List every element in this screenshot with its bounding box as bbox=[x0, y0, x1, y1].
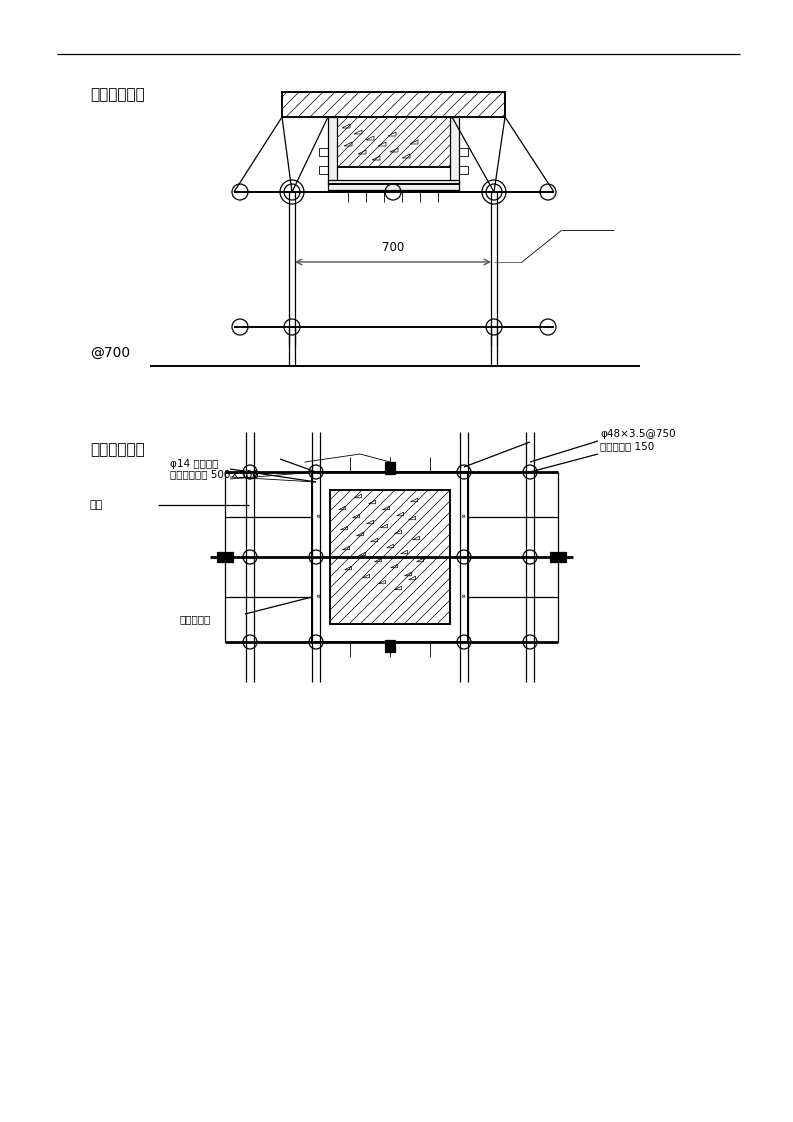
Bar bbox=[459, 166, 468, 174]
Text: 700: 700 bbox=[382, 241, 404, 254]
Bar bbox=[335, 117, 452, 167]
Bar bbox=[319, 166, 328, 174]
Bar bbox=[459, 148, 468, 156]
Text: «: « bbox=[315, 513, 320, 522]
Bar bbox=[328, 117, 337, 184]
Bar bbox=[282, 92, 505, 117]
Bar bbox=[385, 640, 395, 652]
Bar bbox=[550, 552, 566, 562]
Bar bbox=[217, 552, 233, 562]
Bar bbox=[328, 180, 459, 190]
Text: 用于断面大于 500×500: 用于断面大于 500×500 bbox=[170, 469, 259, 479]
Text: φ48×3.5@750: φ48×3.5@750 bbox=[600, 429, 676, 439]
Bar bbox=[330, 490, 450, 624]
Bar bbox=[312, 472, 468, 642]
Text: 第一道高地 150: 第一道高地 150 bbox=[600, 441, 654, 451]
Text: 梁支模示意图: 梁支模示意图 bbox=[90, 88, 145, 102]
Text: 机制九夹板: 机制九夹板 bbox=[180, 614, 211, 624]
Bar bbox=[450, 117, 459, 184]
Text: »: » bbox=[460, 513, 465, 522]
Bar bbox=[385, 462, 395, 473]
Text: »: » bbox=[460, 592, 465, 601]
Text: φ14 对拉螺栓: φ14 对拉螺栓 bbox=[170, 459, 218, 469]
Bar bbox=[319, 148, 328, 156]
Text: @700: @700 bbox=[90, 346, 130, 360]
Text: 扣件: 扣件 bbox=[90, 500, 103, 511]
Text: 柱支模示意图: 柱支模示意图 bbox=[90, 442, 145, 457]
Text: «: « bbox=[315, 592, 320, 601]
